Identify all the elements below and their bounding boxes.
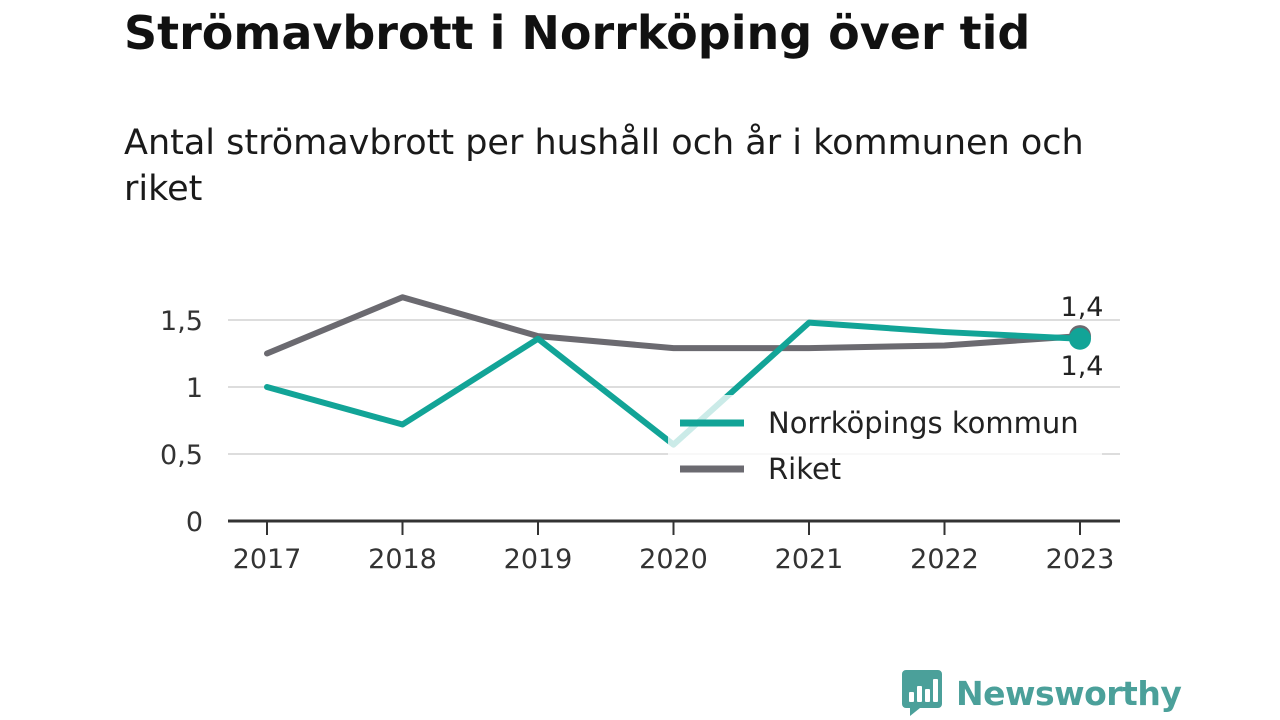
- legend: Norrköpings kommun Riket: [668, 395, 1102, 495]
- x-tick-label: 2022: [910, 544, 979, 575]
- y-tick-label: 0: [186, 507, 203, 538]
- y-tick-label: 1: [186, 373, 203, 404]
- chart-subtitle: Antal strömavbrott per hushåll och år i …: [124, 123, 1084, 209]
- end-value-labels: 1,4 1,4: [1061, 292, 1104, 382]
- x-axis-tick-labels: 2017 2018 2019 2020 2021 2022 2023: [233, 544, 1115, 575]
- series-line-1: [264, 294, 1083, 357]
- y-tick-label: 0,5: [160, 440, 203, 471]
- x-tick-label: 2017: [233, 544, 302, 575]
- chart-title: Strömavbrott i Norrköping över tid: [124, 6, 1031, 60]
- x-tick-label: 2023: [1046, 544, 1115, 575]
- newsworthy-brand: Newsworthy: [902, 670, 1182, 716]
- x-axis: [228, 519, 1120, 535]
- x-tick-label: 2021: [775, 544, 844, 575]
- x-tick-label: 2020: [639, 544, 708, 575]
- end-value-label: 1,4: [1061, 351, 1104, 382]
- legend-label: Norrköpings kommun: [768, 406, 1079, 440]
- end-value-label: 1,4: [1061, 292, 1104, 323]
- x-tick-label: 2019: [504, 544, 573, 575]
- x-tick-label: 2018: [368, 544, 437, 575]
- legend-background: [668, 395, 1102, 495]
- y-tick-label: 1,5: [160, 306, 203, 337]
- legend-label: Riket: [768, 452, 841, 486]
- brand-name: Newsworthy: [956, 673, 1182, 713]
- newsworthy-logo-icon: [902, 670, 942, 716]
- data-point: [1069, 327, 1091, 350]
- y-axis-tick-labels: 0 0,5 1 1,5: [160, 306, 203, 538]
